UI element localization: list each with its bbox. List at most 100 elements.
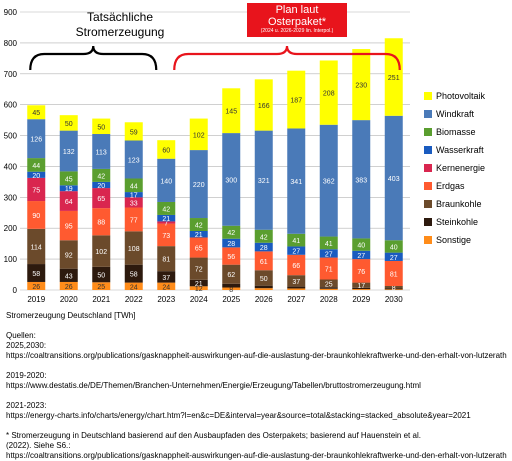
bar-segment — [222, 238, 241, 248]
note-line: 2021-2023: — [6, 401, 47, 410]
plan-title-box: Plan laut Osterpaket* (2024 u. 2026-2029… — [247, 3, 347, 37]
bar-segment — [27, 281, 46, 290]
legend-label: Erdgas — [436, 181, 465, 191]
data-label: 76 — [357, 269, 365, 276]
bar-segment — [59, 115, 78, 131]
data-label: 50 — [97, 124, 105, 131]
bar-segment — [319, 249, 338, 258]
data-label: 42 — [195, 223, 203, 230]
x-tick-label: 2024 — [190, 295, 208, 304]
data-label: 65 — [97, 196, 105, 203]
data-label: 50 — [65, 121, 73, 128]
data-label: 403 — [388, 176, 400, 183]
data-label: 65 — [195, 246, 203, 253]
bar-segment — [27, 119, 46, 159]
note-line[interactable]: https://coaltransitions.org/publications… — [6, 451, 507, 460]
data-label: 145 — [225, 109, 237, 116]
data-label: 42 — [97, 173, 105, 180]
data-label: 187 — [290, 98, 302, 105]
data-label: 92 — [65, 252, 73, 259]
bar-segment — [287, 246, 306, 255]
x-tick-label: 2028 — [320, 295, 338, 304]
bar-segment — [352, 238, 371, 251]
data-label: 108 — [128, 246, 140, 253]
note-line — [6, 361, 512, 371]
legend-label: Photovoltaik — [436, 91, 486, 101]
bar-segment — [287, 288, 306, 290]
legend-swatch — [424, 146, 432, 154]
data-label: 73 — [162, 233, 170, 240]
data-label: 45 — [32, 110, 40, 117]
note-line: * Stromerzeugung in Deutschland basieren… — [6, 431, 421, 440]
data-label: 300 — [225, 177, 237, 184]
bar-segment — [124, 140, 143, 179]
bar-segment — [384, 289, 403, 290]
x-tick-label: 2020 — [60, 295, 78, 304]
bar-segment — [157, 223, 176, 247]
bar-segment — [287, 275, 306, 287]
data-label: 62 — [227, 272, 235, 279]
note-line: Stromerzeugung Deutschland [TWh] — [6, 311, 136, 320]
legend-label: Steinkohle — [436, 217, 479, 227]
x-tick-label: 2025 — [222, 295, 240, 304]
bar-segment — [222, 225, 241, 239]
bar-segment — [319, 257, 338, 280]
note-line[interactable]: https://coaltransitions.org/publications… — [6, 351, 507, 360]
stacked-bar-chart: 0 100 200 300 400 500 600 700 800 900 26 58 114 90 75 2… — [4, 8, 410, 304]
x-tick-label: 2029 — [352, 295, 370, 304]
data-label: 58 — [130, 272, 138, 279]
bar-segment — [157, 271, 176, 283]
bar-segment — [27, 201, 46, 229]
legend-swatch — [424, 236, 432, 244]
data-label: 132 — [63, 149, 75, 156]
bar-segment — [124, 178, 143, 193]
bar-segment — [124, 122, 143, 141]
data-label: 95 — [65, 224, 73, 231]
data-label: 58 — [32, 271, 40, 278]
bar-segment — [287, 254, 306, 276]
bar-segment — [254, 285, 273, 289]
bar-segment — [189, 286, 208, 290]
data-label: 230 — [355, 83, 367, 90]
bar-segment — [92, 188, 111, 209]
bar-segment — [59, 191, 78, 211]
bar-segment — [254, 270, 273, 286]
y-tick-label: 500 — [4, 132, 18, 141]
bar-segment — [222, 287, 241, 290]
bar-segment — [352, 250, 371, 260]
bar-segment — [59, 268, 78, 282]
data-label: 42 — [162, 206, 170, 213]
bar-segment — [124, 264, 143, 283]
y-tick-label: 700 — [4, 70, 18, 79]
data-label: 25 — [325, 281, 333, 288]
data-label: 43 — [65, 273, 73, 280]
data-label: 26 — [32, 284, 40, 291]
x-tick-label: 2022 — [125, 295, 143, 304]
bar-segment — [92, 181, 111, 189]
note-line — [6, 421, 512, 431]
bar-segment — [92, 208, 111, 236]
data-label: 81 — [162, 257, 170, 264]
note-line[interactable]: https://energy-charts.info/charts/energy… — [6, 411, 471, 420]
bar-segment — [92, 235, 111, 267]
data-label: 60 — [162, 147, 170, 154]
bar-segment — [254, 130, 273, 230]
data-label: 126 — [30, 137, 42, 144]
data-label: 17 — [357, 283, 365, 290]
legend-swatch — [424, 200, 432, 208]
bar-segment — [189, 237, 208, 258]
bar-segment — [222, 133, 241, 226]
legend-label: Sonstige — [436, 235, 472, 245]
data-label: 77 — [130, 217, 138, 224]
data-label: 8 — [229, 287, 233, 294]
note-line: (2022). Siehe S6.: — [6, 441, 71, 450]
note-line[interactable]: https://www.destatis.de/DE/Themen/Branch… — [6, 381, 421, 390]
bar-segment — [157, 221, 176, 224]
legend-swatch — [424, 110, 432, 118]
legend-label: Kernenergie — [436, 163, 486, 173]
data-label: 21 — [195, 281, 203, 288]
data-label: 28 — [227, 241, 235, 248]
legend-label: Biomasse — [436, 127, 476, 137]
data-label: 45 — [65, 176, 73, 183]
data-label: 123 — [128, 157, 140, 164]
